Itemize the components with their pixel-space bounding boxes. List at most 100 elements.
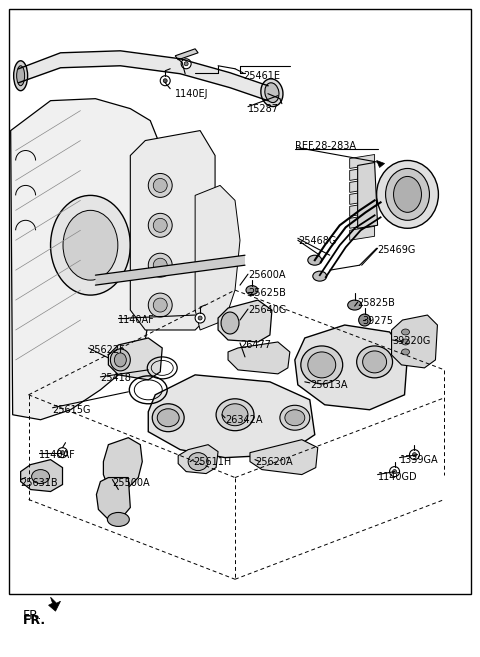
Circle shape	[412, 453, 417, 457]
Text: 25461E: 25461E	[243, 71, 280, 81]
Polygon shape	[96, 255, 245, 285]
Text: 39220G: 39220G	[393, 336, 431, 346]
Ellipse shape	[50, 195, 130, 295]
Ellipse shape	[348, 300, 361, 310]
Polygon shape	[130, 131, 215, 330]
Ellipse shape	[301, 346, 343, 384]
Polygon shape	[392, 315, 437, 368]
Text: 39275: 39275	[363, 316, 394, 326]
Ellipse shape	[110, 349, 130, 371]
Circle shape	[148, 253, 172, 277]
Ellipse shape	[308, 352, 336, 378]
Text: 25468G: 25468G	[298, 237, 336, 246]
Polygon shape	[195, 185, 240, 330]
Polygon shape	[295, 325, 408, 410]
Circle shape	[148, 293, 172, 317]
Circle shape	[409, 449, 420, 460]
Polygon shape	[108, 338, 162, 380]
Circle shape	[198, 316, 202, 320]
Circle shape	[60, 451, 64, 455]
Polygon shape	[218, 300, 272, 342]
Text: 25620A: 25620A	[255, 457, 293, 466]
Polygon shape	[148, 375, 315, 458]
Bar	[9, 9, 471, 594]
Text: 25500A: 25500A	[112, 478, 150, 487]
Ellipse shape	[377, 160, 438, 228]
Ellipse shape	[363, 351, 386, 373]
Circle shape	[393, 470, 396, 474]
Ellipse shape	[222, 404, 248, 426]
Text: 1339GA: 1339GA	[399, 455, 438, 464]
Circle shape	[160, 76, 170, 85]
Ellipse shape	[265, 83, 279, 102]
Text: 26477: 26477	[240, 340, 271, 350]
Circle shape	[153, 179, 167, 193]
Ellipse shape	[13, 61, 28, 91]
Ellipse shape	[308, 255, 322, 265]
Polygon shape	[11, 99, 195, 420]
Circle shape	[163, 79, 167, 83]
Ellipse shape	[394, 177, 421, 212]
Ellipse shape	[402, 329, 409, 335]
Ellipse shape	[152, 404, 184, 432]
Text: FR.: FR.	[23, 609, 42, 622]
Text: 25611H: 25611H	[193, 457, 231, 466]
Text: 25622F: 25622F	[88, 345, 125, 355]
Ellipse shape	[261, 79, 283, 106]
Text: 1140AF: 1140AF	[38, 449, 75, 460]
Polygon shape	[350, 214, 374, 228]
Polygon shape	[175, 49, 198, 60]
Polygon shape	[250, 440, 318, 474]
Polygon shape	[350, 191, 374, 204]
Circle shape	[195, 313, 205, 323]
Circle shape	[181, 58, 191, 69]
Circle shape	[148, 173, 172, 197]
Text: 25631B: 25631B	[21, 478, 58, 487]
Circle shape	[390, 466, 399, 476]
Ellipse shape	[357, 346, 393, 378]
Ellipse shape	[285, 410, 305, 426]
Polygon shape	[178, 445, 218, 474]
Ellipse shape	[108, 512, 129, 526]
Ellipse shape	[114, 353, 126, 367]
Ellipse shape	[402, 339, 409, 345]
Polygon shape	[350, 179, 374, 193]
Ellipse shape	[63, 210, 118, 280]
Text: 25615G: 25615G	[52, 405, 91, 415]
Polygon shape	[228, 342, 290, 374]
Circle shape	[153, 258, 167, 272]
Text: 1140GD: 1140GD	[378, 472, 417, 482]
Polygon shape	[21, 460, 62, 491]
Text: REF.28-283A: REF.28-283A	[295, 141, 356, 150]
Circle shape	[58, 447, 68, 458]
Polygon shape	[358, 162, 378, 228]
Ellipse shape	[221, 312, 239, 334]
Text: 1140AF: 1140AF	[119, 315, 155, 325]
Ellipse shape	[385, 168, 430, 220]
Ellipse shape	[313, 271, 327, 281]
Ellipse shape	[32, 470, 49, 484]
Polygon shape	[350, 226, 374, 240]
Text: 25613A: 25613A	[310, 380, 348, 390]
Polygon shape	[350, 202, 374, 216]
Circle shape	[359, 314, 371, 326]
Ellipse shape	[188, 453, 208, 470]
Ellipse shape	[280, 405, 310, 430]
Circle shape	[153, 298, 167, 312]
Text: FR.: FR.	[23, 614, 46, 627]
Ellipse shape	[17, 66, 24, 85]
Text: 25600A: 25600A	[248, 270, 286, 280]
Text: 25825B: 25825B	[358, 298, 396, 308]
Ellipse shape	[402, 349, 409, 355]
Polygon shape	[103, 438, 142, 491]
Text: 15287: 15287	[248, 104, 279, 114]
Ellipse shape	[157, 409, 179, 426]
Ellipse shape	[246, 286, 258, 294]
Circle shape	[184, 62, 188, 66]
Circle shape	[153, 218, 167, 233]
Text: 26342A: 26342A	[225, 415, 263, 424]
Polygon shape	[48, 597, 60, 611]
Polygon shape	[377, 160, 384, 168]
Text: 1140EJ: 1140EJ	[175, 89, 209, 99]
Text: 25418: 25418	[100, 373, 132, 383]
